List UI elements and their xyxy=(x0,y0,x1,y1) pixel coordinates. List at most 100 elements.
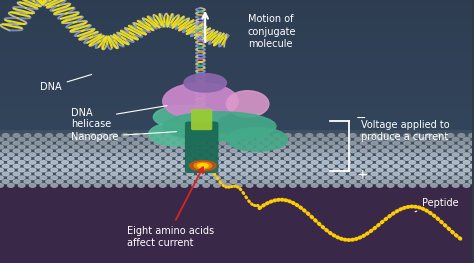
Circle shape xyxy=(138,153,145,156)
Circle shape xyxy=(219,180,226,183)
Circle shape xyxy=(89,180,96,183)
Circle shape xyxy=(73,168,79,172)
Circle shape xyxy=(279,168,285,172)
Circle shape xyxy=(452,138,459,141)
Circle shape xyxy=(225,160,231,164)
Circle shape xyxy=(73,145,79,149)
Circle shape xyxy=(371,180,378,183)
Circle shape xyxy=(176,172,182,176)
Circle shape xyxy=(35,149,42,153)
Circle shape xyxy=(100,172,107,176)
Circle shape xyxy=(371,149,378,153)
Circle shape xyxy=(365,184,372,187)
Circle shape xyxy=(13,134,20,137)
Circle shape xyxy=(328,180,335,183)
Circle shape xyxy=(404,180,410,183)
Circle shape xyxy=(290,184,296,187)
Circle shape xyxy=(463,145,470,149)
Circle shape xyxy=(301,138,307,141)
Circle shape xyxy=(83,168,90,172)
Circle shape xyxy=(339,180,345,183)
Circle shape xyxy=(18,168,25,172)
Circle shape xyxy=(122,172,128,176)
Circle shape xyxy=(328,141,335,145)
Circle shape xyxy=(111,149,118,153)
Circle shape xyxy=(192,145,199,149)
Circle shape xyxy=(13,157,20,160)
Circle shape xyxy=(344,138,350,141)
Circle shape xyxy=(306,172,313,176)
Circle shape xyxy=(100,141,107,145)
Circle shape xyxy=(89,164,96,168)
Circle shape xyxy=(290,145,296,149)
Circle shape xyxy=(170,145,177,149)
Circle shape xyxy=(165,180,172,183)
Circle shape xyxy=(328,172,335,176)
Circle shape xyxy=(463,184,470,187)
Circle shape xyxy=(40,160,47,164)
Circle shape xyxy=(382,134,389,137)
Circle shape xyxy=(62,145,68,149)
Circle shape xyxy=(8,138,14,141)
Circle shape xyxy=(89,149,96,153)
Circle shape xyxy=(209,164,215,168)
Circle shape xyxy=(2,164,9,168)
Circle shape xyxy=(138,168,145,172)
Circle shape xyxy=(273,164,280,168)
Circle shape xyxy=(29,160,36,164)
Circle shape xyxy=(273,172,280,176)
Circle shape xyxy=(426,164,432,168)
Circle shape xyxy=(198,149,204,153)
Circle shape xyxy=(295,180,302,183)
Circle shape xyxy=(447,149,454,153)
Circle shape xyxy=(67,172,74,176)
Circle shape xyxy=(393,141,400,145)
Circle shape xyxy=(236,168,242,172)
Circle shape xyxy=(415,157,421,160)
Circle shape xyxy=(203,160,210,164)
Circle shape xyxy=(241,180,247,183)
Circle shape xyxy=(165,164,172,168)
Circle shape xyxy=(67,180,74,183)
Circle shape xyxy=(2,134,9,137)
Circle shape xyxy=(284,141,291,145)
Circle shape xyxy=(284,172,291,176)
Circle shape xyxy=(398,176,405,180)
Circle shape xyxy=(371,134,378,137)
Circle shape xyxy=(393,134,400,137)
Circle shape xyxy=(404,164,410,168)
Circle shape xyxy=(192,184,199,187)
Circle shape xyxy=(35,172,42,176)
Circle shape xyxy=(2,172,9,176)
Text: +: + xyxy=(356,168,368,182)
Circle shape xyxy=(452,168,459,172)
Circle shape xyxy=(176,157,182,160)
Circle shape xyxy=(56,157,63,160)
Circle shape xyxy=(198,141,204,145)
Circle shape xyxy=(355,138,361,141)
Circle shape xyxy=(225,145,231,149)
Circle shape xyxy=(116,138,123,141)
Circle shape xyxy=(360,141,367,145)
Circle shape xyxy=(371,157,378,160)
Circle shape xyxy=(252,141,258,145)
Circle shape xyxy=(246,153,253,156)
Circle shape xyxy=(165,157,172,160)
Circle shape xyxy=(209,141,215,145)
Circle shape xyxy=(420,160,427,164)
Circle shape xyxy=(339,141,345,145)
Circle shape xyxy=(290,168,296,172)
Circle shape xyxy=(225,168,231,172)
Circle shape xyxy=(268,153,274,156)
Circle shape xyxy=(426,172,432,176)
Circle shape xyxy=(415,134,421,137)
Ellipse shape xyxy=(227,128,288,151)
Circle shape xyxy=(447,180,454,183)
Circle shape xyxy=(349,141,356,145)
Circle shape xyxy=(415,149,421,153)
Circle shape xyxy=(311,138,318,141)
Circle shape xyxy=(187,134,193,137)
Circle shape xyxy=(295,134,302,137)
Circle shape xyxy=(387,153,394,156)
Circle shape xyxy=(415,141,421,145)
